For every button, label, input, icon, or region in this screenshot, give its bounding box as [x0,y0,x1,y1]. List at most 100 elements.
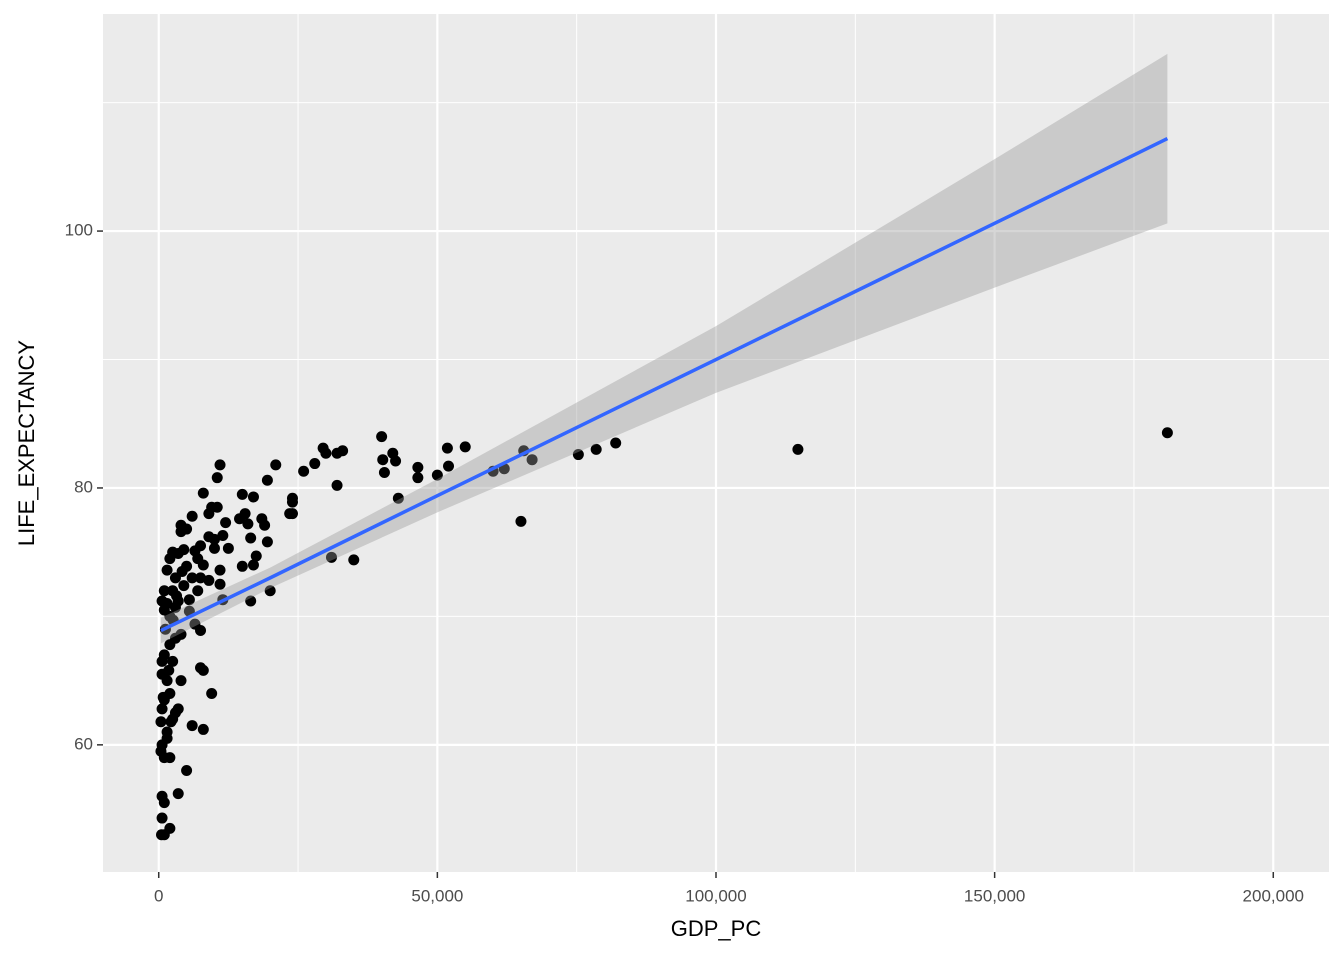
point [156,655,168,667]
point [169,707,181,719]
point [236,560,248,572]
y-tick-label: 80 [74,477,93,496]
point [189,545,201,557]
point [441,442,453,454]
point [242,518,254,530]
point [331,447,343,459]
point [387,447,399,459]
point [214,459,226,471]
point [378,467,390,479]
point [234,513,246,525]
point [250,550,262,562]
point [156,595,168,607]
point [247,491,259,503]
point [208,542,220,554]
point [192,585,204,597]
point [206,687,218,699]
point [155,716,167,728]
point [171,590,183,602]
point [156,790,168,802]
x-tick-label: 50,000 [411,886,463,905]
point [284,508,296,520]
point [459,441,471,453]
point [211,472,223,484]
point [572,449,584,461]
point [203,508,215,520]
point [245,532,257,544]
point [331,479,343,491]
x-tick-label: 150,000 [964,886,1025,905]
grid [103,14,1329,872]
point [261,536,273,548]
point [222,542,234,554]
point [214,564,226,576]
point [175,675,187,687]
point [178,580,190,592]
point [236,488,248,500]
point [172,788,184,800]
point [309,458,321,470]
point [217,529,229,541]
point [256,513,268,525]
y-tick-label: 60 [74,734,93,753]
point [197,723,209,735]
point [197,487,209,499]
point [158,604,170,616]
point [189,618,201,630]
point [186,510,198,522]
point [376,431,388,443]
point [163,664,175,676]
point [203,574,215,586]
point [245,595,257,607]
point [348,554,360,566]
point [412,461,424,473]
point [590,443,602,455]
point [195,572,207,584]
y-axis-title: LIFE_EXPECTANCY [14,340,39,547]
y-tick-label: 100 [65,221,93,240]
point [161,564,173,576]
point [186,572,198,584]
point [214,578,226,590]
point [165,716,177,728]
point [443,460,455,472]
x-tick-label: 100,000 [685,886,746,905]
point [161,726,173,738]
point [526,454,538,466]
point [186,720,198,732]
point [610,437,622,449]
point [175,526,187,538]
point [270,459,282,471]
point [158,585,170,597]
point [157,691,169,703]
point [377,454,389,466]
point [220,517,232,529]
point [431,469,443,481]
point [261,474,273,486]
x-tick-label: 0 [154,886,163,905]
point [298,465,310,477]
point [247,559,259,571]
confidence-band [160,53,1168,644]
point [156,703,168,715]
point [286,496,298,508]
point [167,655,179,667]
marks [155,53,1173,841]
point [392,492,404,504]
point [792,443,804,455]
point [181,765,193,777]
point [183,594,195,606]
fit-line [160,137,1169,633]
point [1161,427,1173,439]
point [203,531,215,543]
point [317,442,329,454]
point [164,553,176,565]
x-axis-title: GDP_PC [671,916,762,941]
point [169,601,181,613]
point [156,829,168,841]
x-tick-label: 200,000 [1243,886,1304,905]
point [412,472,424,484]
point [195,662,207,674]
point [155,745,167,757]
